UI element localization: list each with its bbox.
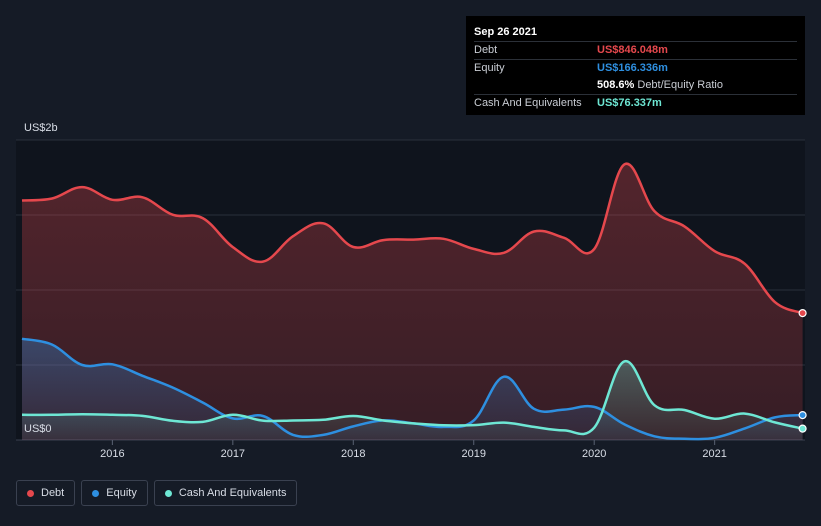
legend-item-equity[interactable]: Equity: [81, 480, 148, 506]
x-tick-label: 2021: [702, 448, 726, 460]
tooltip-date: Sep 26 2021: [474, 26, 537, 38]
tooltip-row-ratio: 508.6% Debt/Equity Ratio: [474, 77, 797, 94]
x-axis: 2016 2017 2018 2019 2020 2021: [100, 440, 727, 460]
tooltip-row-debt: Debt US$846.048m: [474, 41, 797, 59]
line-cash: [21, 360, 803, 436]
y-axis-label-bottom: US$0: [24, 423, 52, 435]
tooltip-cash-label: Cash And Equivalents: [474, 97, 582, 109]
tooltip-cash-value: US$76.337m: [597, 97, 662, 109]
legend-label-debt: Debt: [41, 487, 65, 499]
series-lines: [21, 162, 804, 441]
tooltip-equity-label: Equity: [474, 62, 505, 74]
endpoint-cash: [798, 424, 807, 433]
tooltip-debt-value: US$846.048m: [597, 44, 668, 56]
legend-dot-equity: [92, 489, 100, 497]
legend-dot-cash: [164, 489, 172, 497]
y-axis-label-top: US$2b: [24, 122, 58, 134]
series-endpoints: [798, 309, 807, 433]
legend-item-cash[interactable]: Cash And Equivalents: [153, 480, 298, 506]
tooltip-row-cash: Cash And Equivalents US$76.337m: [474, 94, 797, 112]
tooltip-equity-value: US$166.336m: [597, 62, 668, 74]
legend-label-cash: Cash And Equivalents: [178, 487, 287, 499]
endpoint-equity: [798, 411, 807, 420]
x-tick-label: 2016: [100, 448, 124, 460]
tooltip-panel: Sep 26 2021 Debt US$846.048m Equity US$1…: [466, 16, 805, 115]
tooltip-ratio-label: Debt/Equity Ratio: [637, 79, 723, 91]
area-cash: [22, 361, 803, 440]
tooltip-row-equity: Equity US$166.336m: [474, 59, 797, 77]
x-tick-label: 2017: [221, 448, 245, 460]
legend: Debt Equity Cash And Equivalents: [16, 480, 298, 506]
legend-label-equity: Equity: [106, 487, 137, 499]
tooltip-debt-label: Debt: [474, 44, 498, 56]
tooltip-ratio-value: 508.6%: [597, 79, 635, 91]
x-tick-label: 2018: [341, 448, 365, 460]
legend-item-debt[interactable]: Debt: [16, 480, 76, 506]
endpoint-debt: [798, 309, 807, 318]
line-debt: [21, 162, 804, 315]
legend-dot-debt: [27, 489, 34, 497]
x-tick-label: 2020: [582, 448, 606, 460]
x-tick-label: 2019: [461, 448, 485, 460]
